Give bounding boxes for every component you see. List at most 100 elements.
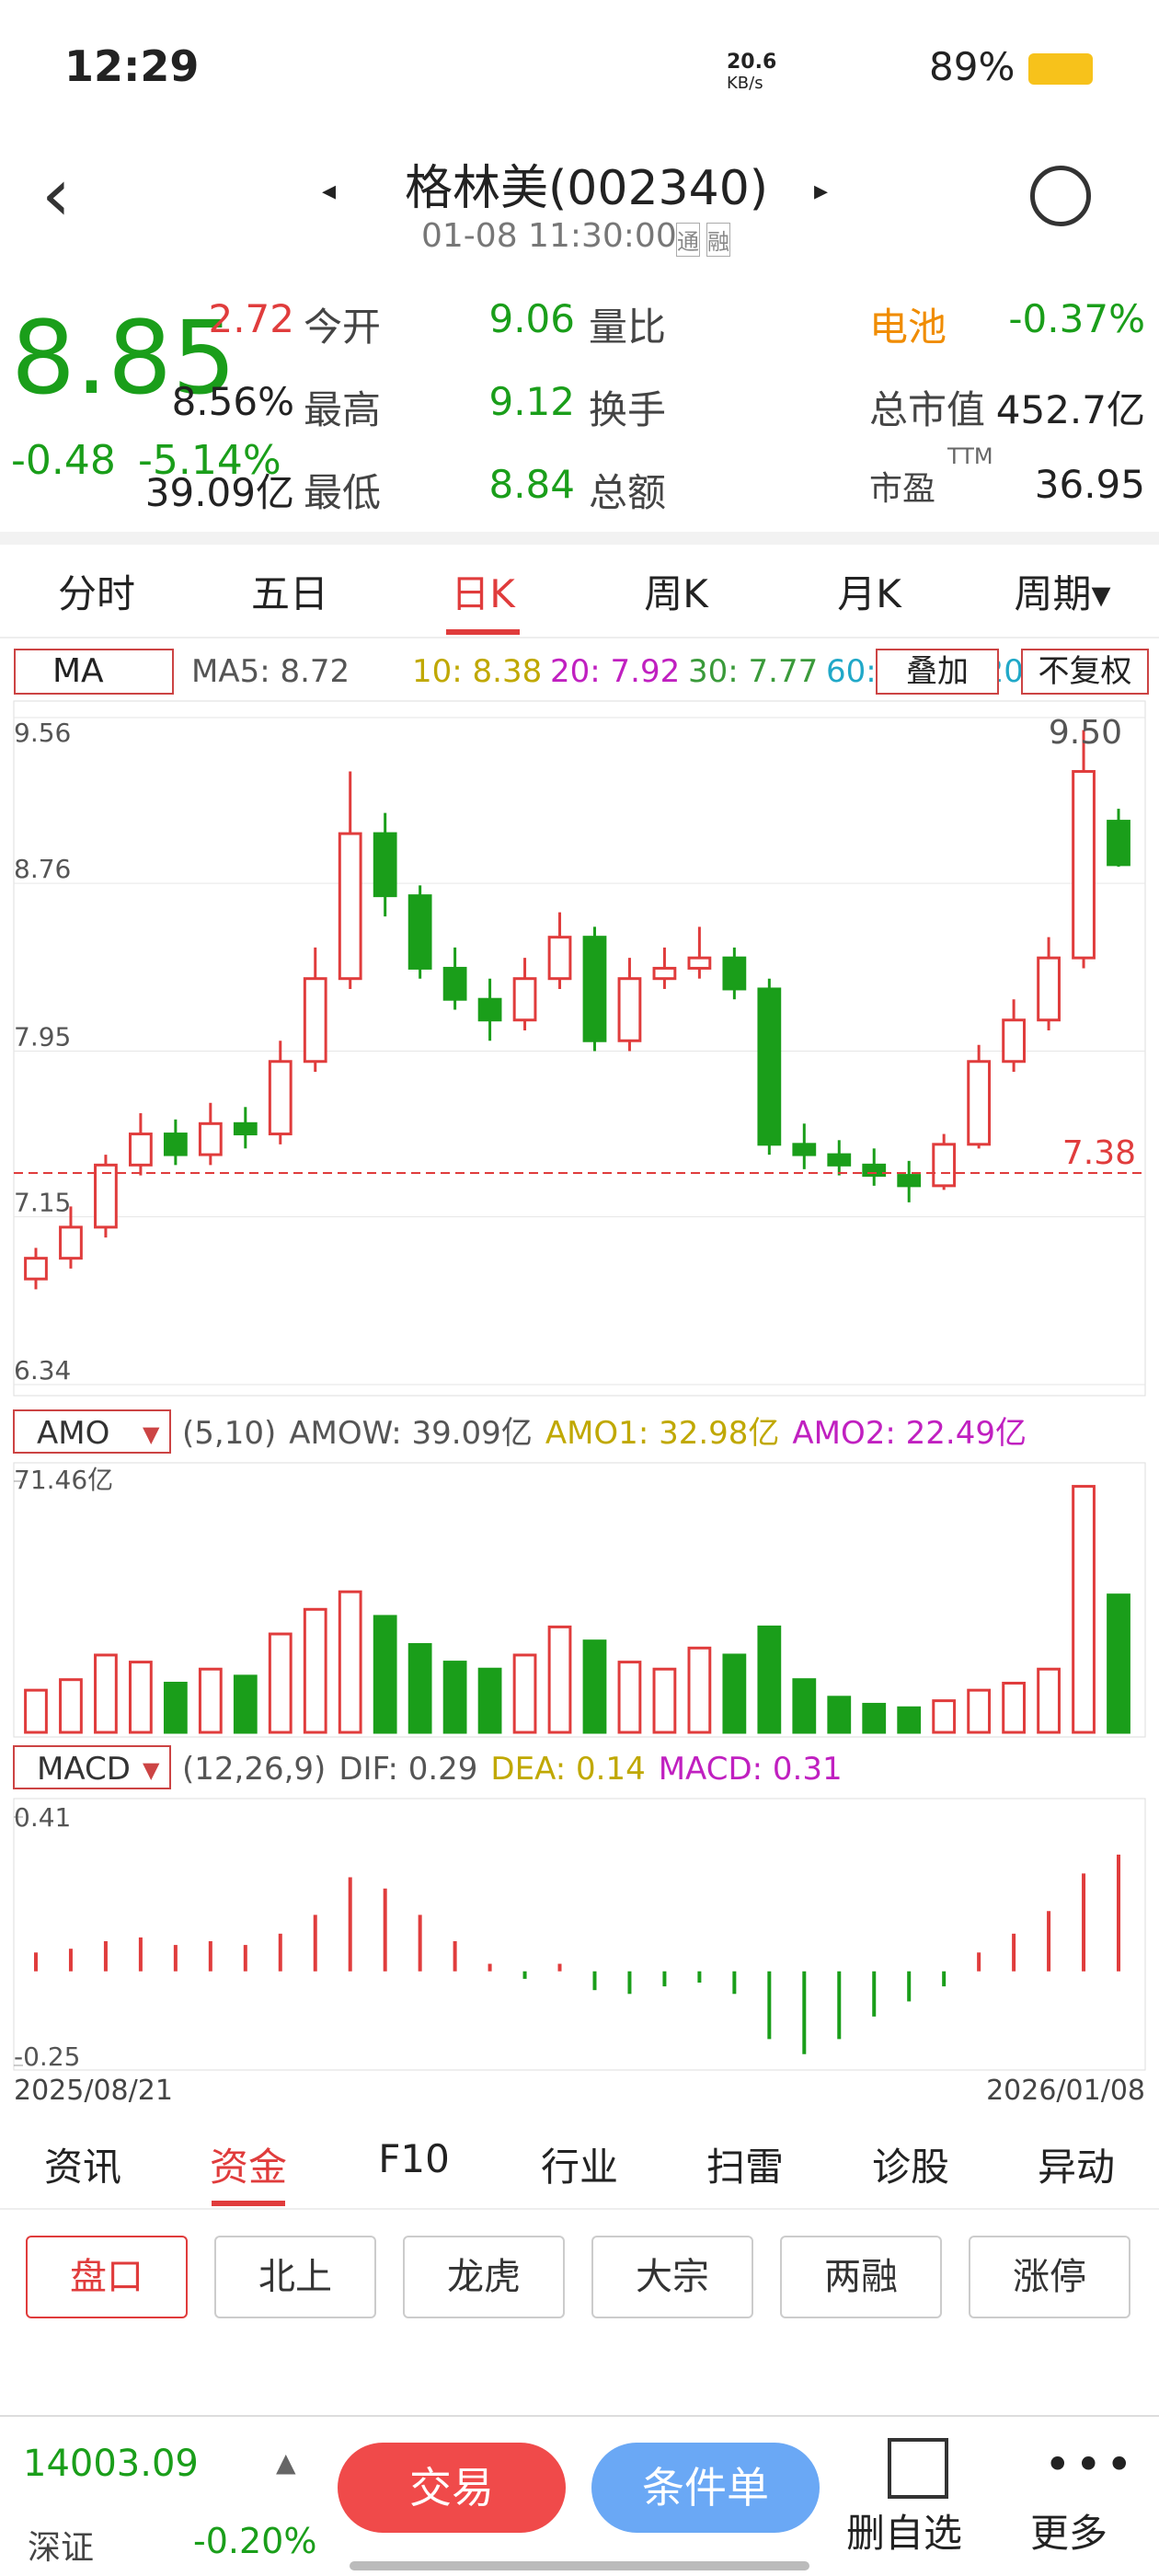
legend-item: (12,26,9) [182, 1751, 326, 1788]
legend-item: AMO2: 22.49亿 [792, 1415, 1027, 1452]
x-label: 2025/08/21 [14, 2075, 173, 2107]
button[interactable]: 盘口 [26, 2236, 188, 2318]
next[interactable]: ▸ [814, 175, 829, 207]
y-tick-label: 7.15 [14, 1188, 71, 1218]
select-arrow: ▼ [143, 1421, 160, 1447]
field-label: 电池 [869, 305, 947, 350]
sub-tab[interactable]: 诊股 [871, 2145, 949, 2190]
ma-item: MA5: 8.72 [191, 653, 350, 690]
field-value: -0.37% [1008, 296, 1145, 341]
candle-body [303, 977, 327, 1064]
home-bar [350, 2561, 809, 2570]
tab[interactable]: 周期▾ [1014, 571, 1111, 616]
field-value: 8.84 [488, 462, 575, 507]
price: 8.85 [11, 299, 236, 417]
candle-body [233, 1121, 258, 1136]
volume-bar [932, 1699, 957, 1734]
volume-bar [129, 1661, 153, 1734]
time: 12:29 [64, 41, 200, 91]
tab[interactable]: 日K [451, 571, 515, 616]
trade-button[interactable]: 交易 [338, 2443, 566, 2533]
field-label: 换手 [589, 387, 667, 432]
volume-bar [652, 1667, 677, 1734]
field-label: 最低 [304, 470, 382, 515]
volume-bar [268, 1632, 293, 1734]
volume-bar [338, 1590, 362, 1734]
more[interactable]: 更多 [1030, 2511, 1108, 2556]
back[interactable]: ‹ [41, 152, 71, 237]
field-label: 市盈 [869, 470, 936, 508]
net-speed: 20.6 [727, 51, 777, 74]
button[interactable]: 北上 [214, 2236, 376, 2318]
candle-body [407, 894, 432, 970]
sub-tab[interactable]: 异动 [1037, 2145, 1115, 2190]
field-label: 最高 [304, 387, 382, 432]
divider [0, 2415, 1159, 2417]
tab[interactable]: 周K [644, 571, 708, 616]
select-box [13, 1745, 171, 1789]
x-label: 2026/01/08 [986, 2075, 1145, 2107]
select-box [13, 1409, 171, 1454]
volume-bar [757, 1625, 782, 1734]
y-tick-label: 6.34 [14, 1355, 71, 1386]
sub-tab[interactable]: 行业 [540, 2145, 618, 2190]
candle-body [198, 1121, 223, 1156]
prev[interactable]: ◂ [322, 175, 337, 207]
volume-bar [582, 1639, 607, 1734]
divider [0, 532, 1159, 545]
legend-item: DEA: 0.14 [490, 1751, 645, 1788]
candle-body [652, 966, 677, 981]
volume-bar [617, 1661, 642, 1734]
button[interactable]: 龙虎 [403, 2236, 565, 2318]
frame [13, 1798, 1146, 2071]
tab[interactable]: 五日 [250, 571, 328, 616]
button[interactable]: 涨停 [969, 2236, 1130, 2318]
field-label: 今开 [304, 305, 382, 350]
tab[interactable]: 分时 [57, 571, 135, 616]
badge: 融 [706, 223, 730, 257]
candle-body [827, 1153, 852, 1167]
sub-tab[interactable]: F10 [378, 2136, 450, 2181]
field-value: 8.56% [171, 379, 294, 424]
volume-bar [59, 1678, 83, 1734]
field-value: 39.09亿 [144, 470, 294, 515]
battery: 89% [929, 44, 1016, 89]
adjust[interactable]: 不复权 [1021, 649, 1149, 695]
field-label: 总额 [589, 470, 667, 515]
cond-button[interactable]: 条件单 [591, 2443, 820, 2533]
badge: 通 [676, 223, 700, 257]
fav[interactable]: 删自选 [846, 2511, 963, 2556]
volume-bar [442, 1661, 467, 1734]
change: -0.48 [11, 437, 116, 484]
sub-tab[interactable]: 资讯 [43, 2145, 121, 2190]
button[interactable]: 两融 [780, 2236, 942, 2318]
overlay[interactable]: 叠加 [876, 649, 999, 695]
search[interactable] [1030, 166, 1091, 226]
volume-bar [722, 1653, 747, 1734]
candle-body [1002, 1018, 1026, 1064]
sub-tab[interactable]: 扫雷 [706, 2145, 784, 2190]
divider [0, 637, 1159, 638]
more-icon: ••• [1044, 2438, 1137, 2491]
select-arrow: ▼ [143, 1757, 160, 1783]
annotation: 7.38 [1062, 1134, 1136, 1172]
candle-body [547, 936, 572, 981]
y-tick-label: 9.56 [14, 718, 71, 748]
y-tick-label: 7.95 [14, 1022, 71, 1052]
frame [13, 1462, 1146, 1738]
select-label: MACD [37, 1751, 131, 1788]
legend-item: AMO1: 32.98亿 [545, 1415, 780, 1452]
button[interactable]: 大宗 [591, 2236, 753, 2318]
field-value: 36.95 [1034, 462, 1145, 507]
tab[interactable]: 月K [837, 571, 901, 616]
volume-bar [407, 1642, 432, 1734]
volume-bar [512, 1653, 537, 1734]
sub-tab[interactable]: 资金 [209, 2145, 287, 2190]
candle-body [1072, 770, 1096, 960]
tab-underline [446, 629, 520, 635]
volume-bar [1002, 1682, 1026, 1734]
volume-bar [373, 1615, 397, 1734]
candle-body [24, 1257, 48, 1281]
field-value: 9.06 [488, 296, 575, 341]
fav-icon [888, 2438, 948, 2499]
